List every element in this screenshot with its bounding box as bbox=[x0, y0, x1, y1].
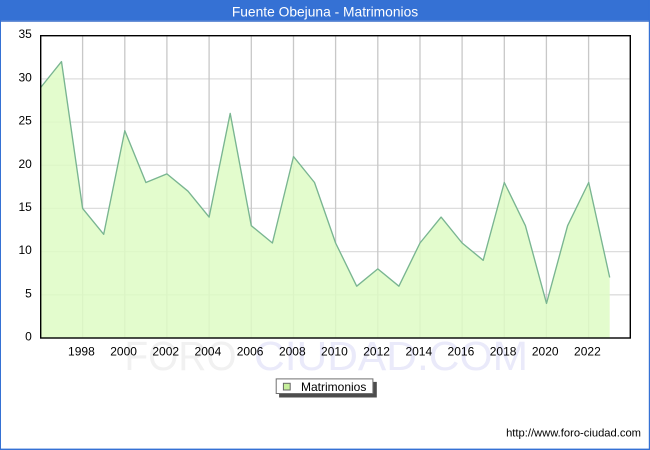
svg-text:2002: 2002 bbox=[152, 345, 179, 359]
svg-text:2020: 2020 bbox=[532, 345, 559, 359]
svg-text:Matrimonios: Matrimonios bbox=[301, 380, 366, 394]
svg-text:15: 15 bbox=[18, 200, 32, 214]
svg-text:FORO: FORO bbox=[125, 333, 237, 379]
svg-text:2006: 2006 bbox=[237, 345, 264, 359]
svg-text:20: 20 bbox=[18, 157, 32, 171]
svg-text:35: 35 bbox=[18, 27, 32, 41]
svg-text:2000: 2000 bbox=[110, 345, 137, 359]
svg-text:2012: 2012 bbox=[363, 345, 390, 359]
svg-text:2004: 2004 bbox=[195, 345, 222, 359]
svg-text:0: 0 bbox=[25, 330, 32, 344]
svg-text:2018: 2018 bbox=[490, 345, 517, 359]
svg-text:Fuente Obejuna - Matrimonios: Fuente Obejuna - Matrimonios bbox=[232, 5, 418, 20]
svg-text:2022: 2022 bbox=[574, 345, 601, 359]
svg-text:1998: 1998 bbox=[68, 345, 95, 359]
svg-text:http://www.foro-ciudad.com: http://www.foro-ciudad.com bbox=[506, 428, 641, 440]
svg-text:10: 10 bbox=[18, 243, 32, 257]
svg-text:2008: 2008 bbox=[279, 345, 306, 359]
svg-text:25: 25 bbox=[18, 114, 32, 128]
svg-text:5: 5 bbox=[25, 286, 32, 300]
svg-text:2016: 2016 bbox=[448, 345, 475, 359]
svg-text:2010: 2010 bbox=[321, 345, 348, 359]
svg-text:2014: 2014 bbox=[405, 345, 432, 359]
svg-text:30: 30 bbox=[18, 70, 32, 84]
svg-text:CIUDAD.COM: CIUDAD.COM bbox=[254, 333, 528, 379]
